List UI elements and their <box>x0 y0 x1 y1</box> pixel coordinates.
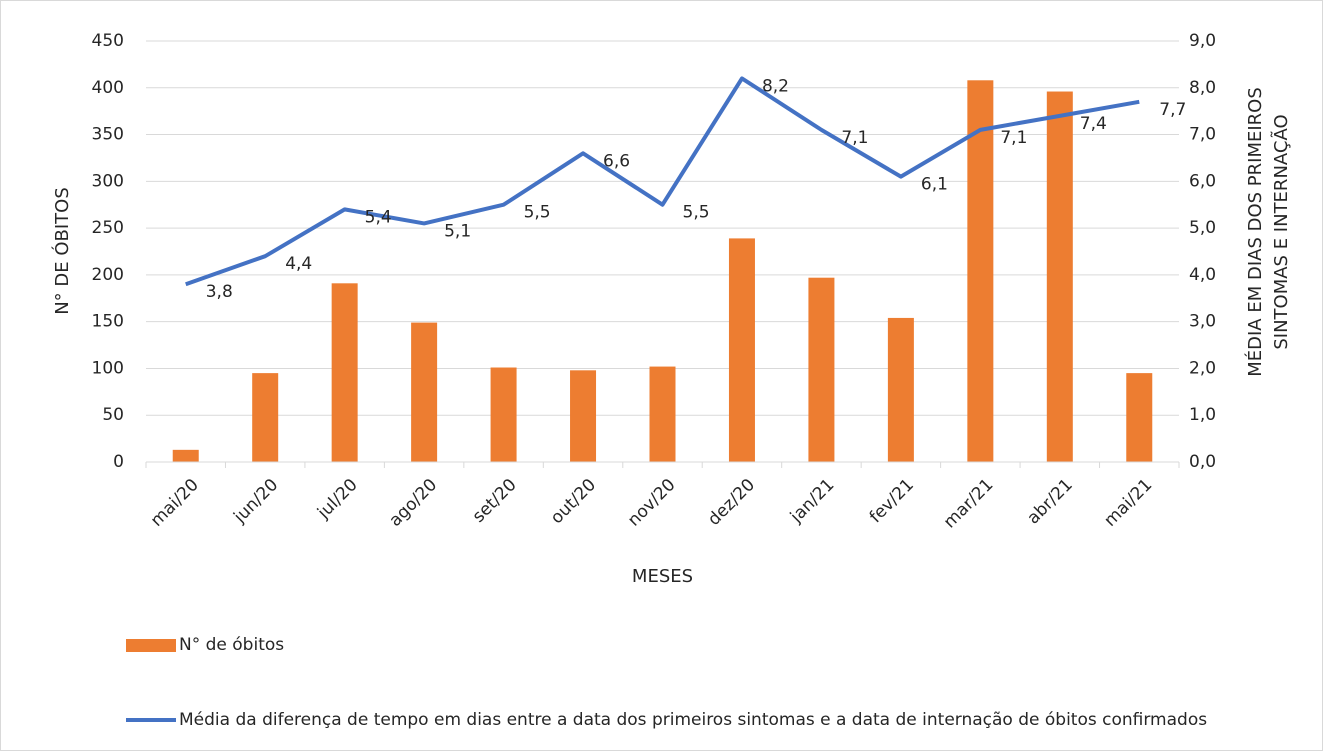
y2-tick-label: 4,0 <box>1189 265 1216 285</box>
bar <box>490 367 517 462</box>
y2-tick-label: 0,0 <box>1189 452 1216 472</box>
data-label: 7,4 <box>1080 114 1107 134</box>
y-tick-label: 400 <box>92 78 124 98</box>
data-label: 5,4 <box>365 207 392 227</box>
data-label: 6,1 <box>921 175 948 195</box>
bar <box>331 283 358 462</box>
bar <box>252 373 279 462</box>
data-label: 4,4 <box>285 254 312 274</box>
bar <box>1126 373 1153 462</box>
y2-tick-label: 9,0 <box>1189 31 1216 51</box>
y2-tick-label: 7,0 <box>1189 125 1216 145</box>
y-tick-label: 250 <box>92 218 124 238</box>
y2-tick-label: 6,0 <box>1189 171 1216 191</box>
y2-tick-label: 1,0 <box>1189 405 1216 425</box>
bar <box>808 277 835 462</box>
y2-tick-label: 3,0 <box>1189 312 1216 332</box>
y-tick-label: 50 <box>102 405 124 425</box>
data-label: 7,1 <box>1000 128 1027 148</box>
x-tick-label: mar/21 <box>940 475 998 533</box>
bar <box>411 322 438 462</box>
y-tick-label: 0 <box>113 452 124 472</box>
data-label: 7,1 <box>841 128 868 148</box>
y2-axis-label: MÉDIA EM DIAS DOS PRIMEIROS SINTOMAS E I… <box>1245 87 1292 377</box>
legend-label: N° de óbitos <box>179 635 285 655</box>
data-label: 5,5 <box>683 203 710 223</box>
x-tick-label: fev/21 <box>866 475 918 527</box>
x-tick-label: jun/20 <box>229 475 282 528</box>
legend-swatch <box>126 639 176 652</box>
bar <box>887 317 914 462</box>
line <box>185 76 1140 287</box>
x-tick-label: set/20 <box>469 475 521 527</box>
data-label: 7,7 <box>1159 100 1186 120</box>
x-tick-label: jan/21 <box>786 475 839 528</box>
bar <box>1046 91 1073 463</box>
bar <box>967 80 994 462</box>
bar <box>172 449 199 462</box>
data-label: 5,1 <box>444 221 471 241</box>
y2-tick-label: 8,0 <box>1189 78 1216 98</box>
x-axis-label: MESES <box>632 566 693 587</box>
data-label: 6,6 <box>603 151 630 171</box>
bar <box>649 366 676 462</box>
bar <box>728 238 755 462</box>
y-tick-label: 350 <box>92 125 124 145</box>
x-tick-label: ago/20 <box>385 475 441 531</box>
y-axis-label: N° DE ÓBITOS <box>51 187 73 315</box>
x-tick-label: abr/21 <box>1023 475 1076 528</box>
y2-tick-label: 5,0 <box>1189 218 1216 238</box>
y-tick-label: 450 <box>92 31 124 51</box>
y-tick-label: 300 <box>92 171 124 191</box>
x-tick-label: mai/20 <box>147 475 203 531</box>
x-tick-label: dez/20 <box>704 475 759 530</box>
y-tick-label: 150 <box>92 312 124 332</box>
data-label: 8,2 <box>762 76 789 96</box>
data-label: 3,8 <box>206 282 233 302</box>
x-tick-label: jul/20 <box>313 475 362 524</box>
data-label: 5,5 <box>524 203 551 223</box>
y-tick-label: 200 <box>92 265 124 285</box>
x-tick-label: out/20 <box>547 475 600 528</box>
x-tick-label: mai/21 <box>1100 475 1156 531</box>
bar <box>570 370 597 462</box>
y-tick-label: 100 <box>92 358 124 378</box>
legend-label: Média da diferença de tempo em dias entr… <box>179 710 1208 730</box>
x-tick-label: nov/20 <box>624 475 680 531</box>
y2-tick-label: 2,0 <box>1189 358 1216 378</box>
